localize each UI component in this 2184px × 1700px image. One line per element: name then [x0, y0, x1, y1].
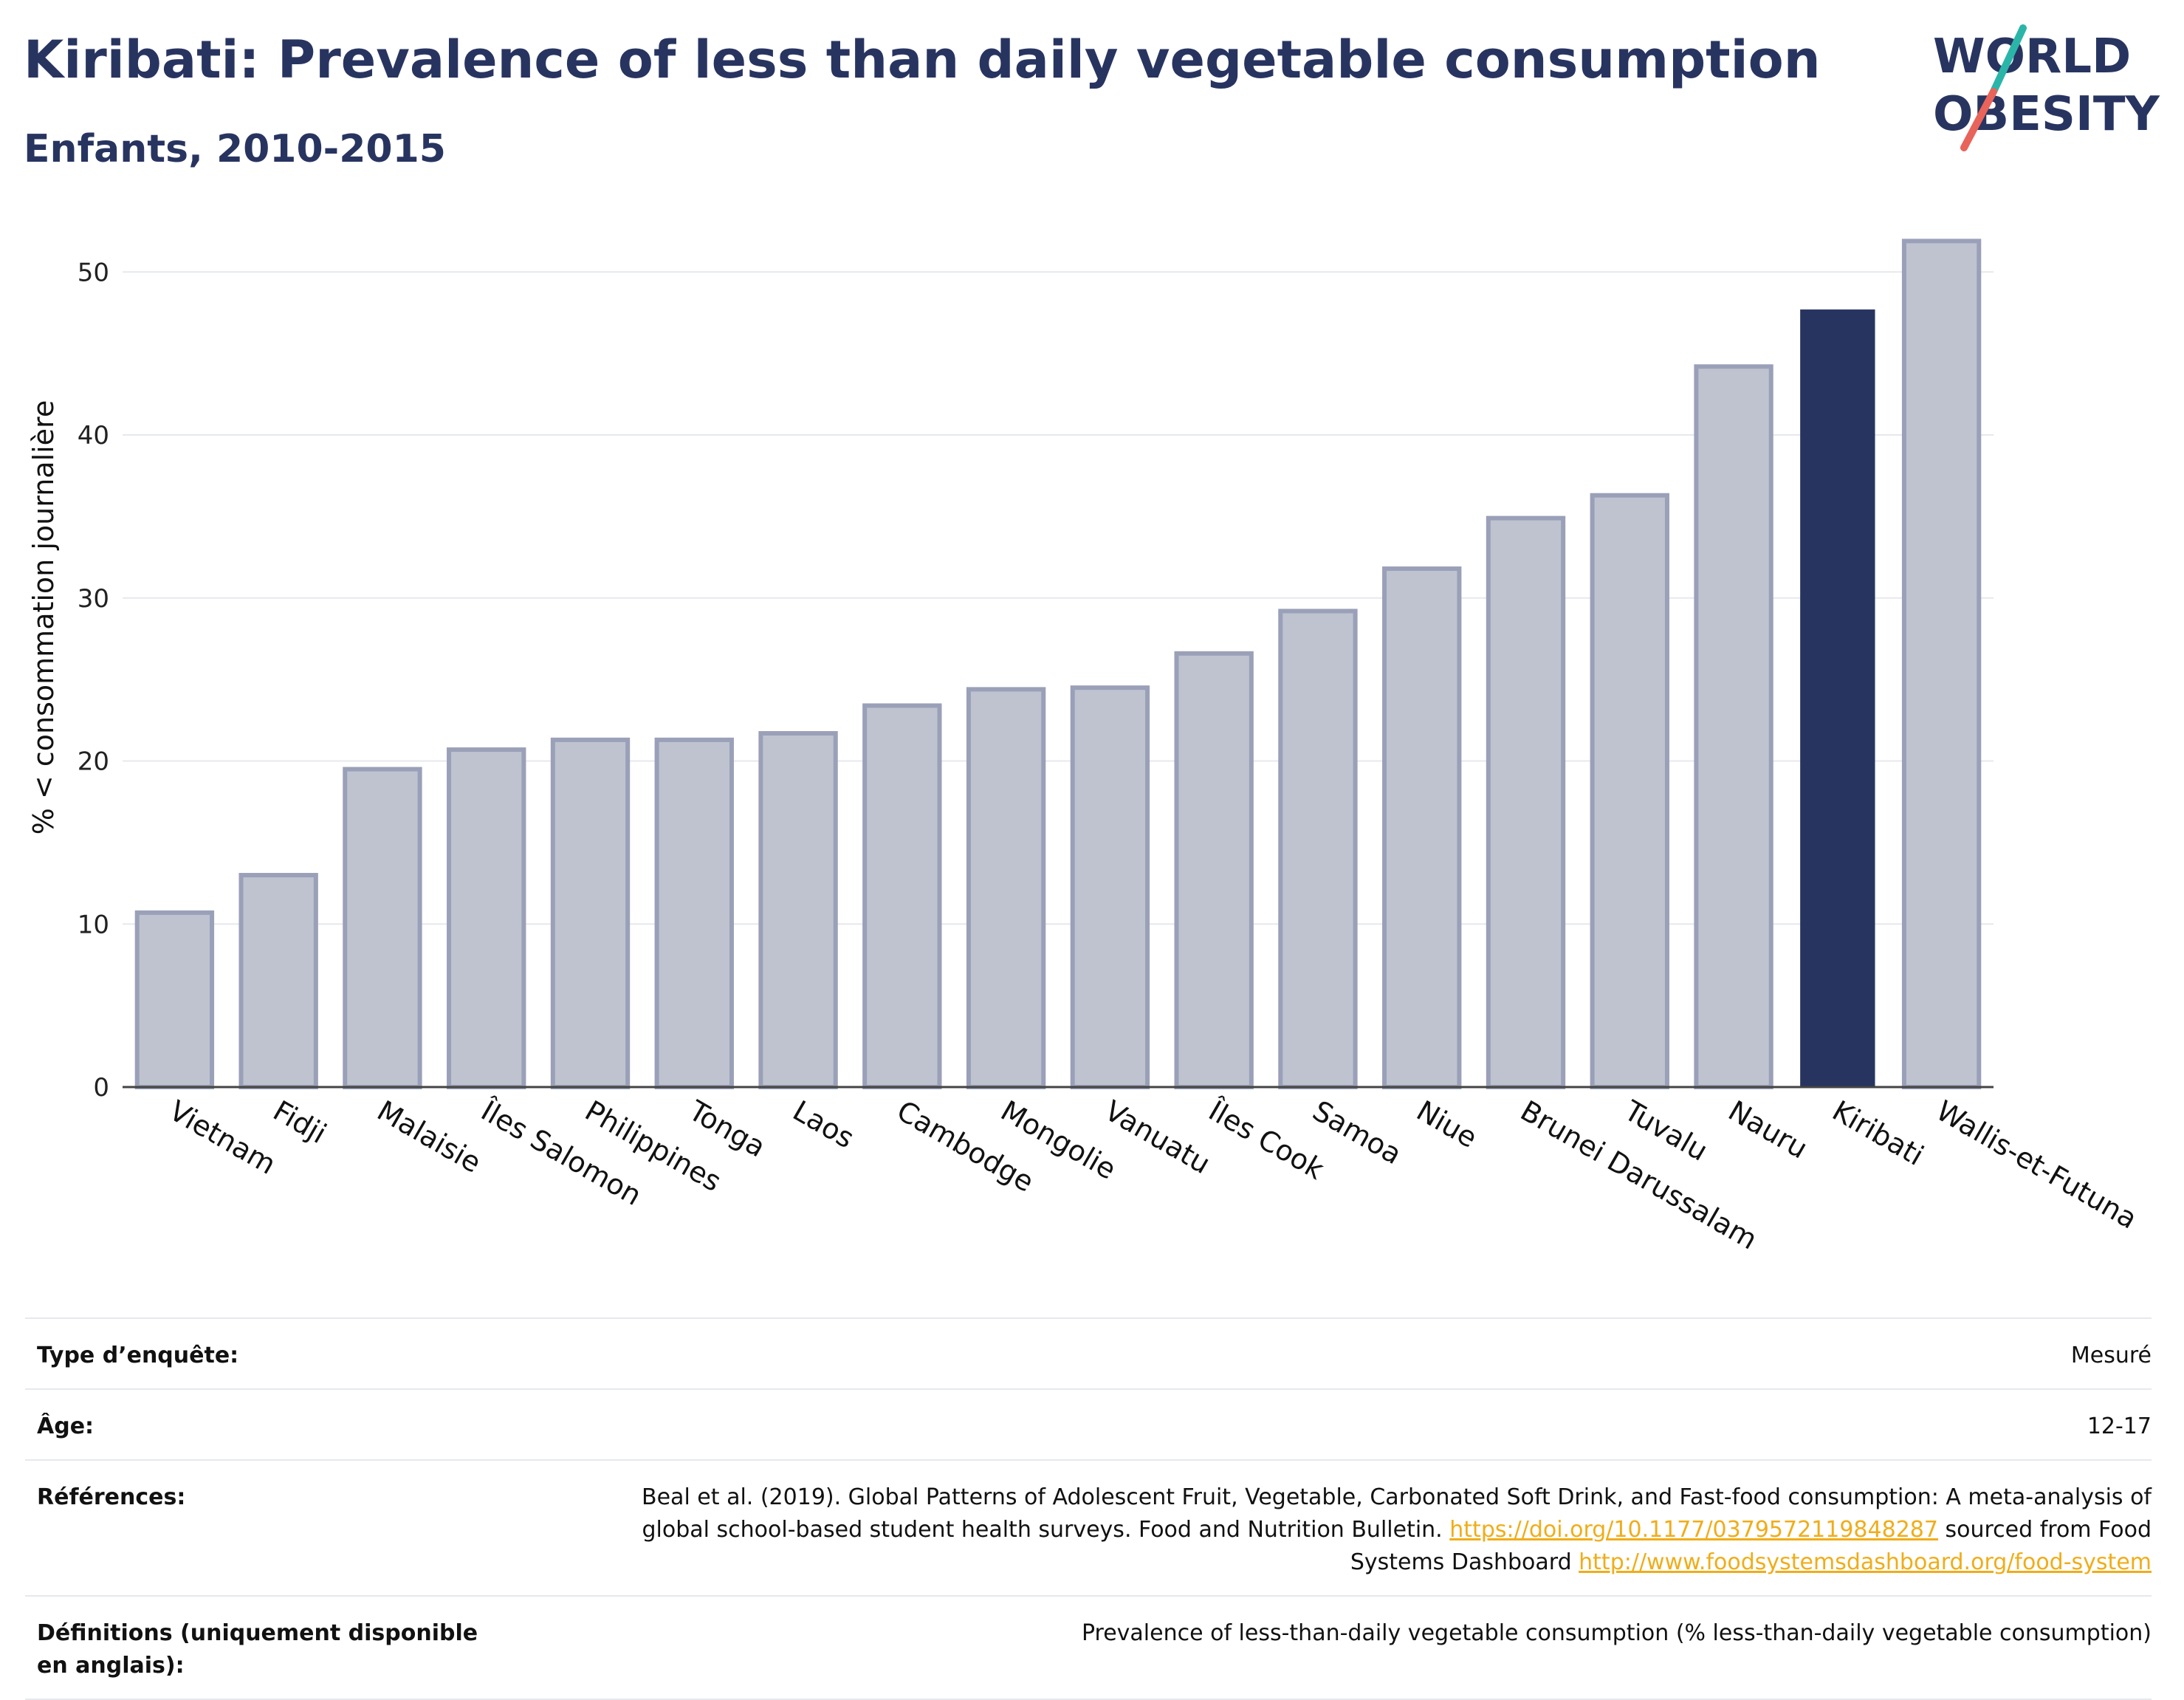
y-axis-title: % < consommation journalière	[27, 400, 60, 834]
references-label: Références:	[37, 1484, 186, 1510]
x-tick-label: Vietnam	[164, 1094, 281, 1181]
x-tick-label: Vanuatu	[1099, 1094, 1216, 1180]
references-value: Beal et al. (2019). Global Patterns of A…	[509, 1481, 2152, 1579]
x-tick-label: Malaisie	[371, 1094, 487, 1179]
bars	[134, 239, 1982, 1090]
food-systems-dashboard-link[interactable]: http://www.foodsystemsdashboard.org/food…	[1579, 1549, 2152, 1575]
bar-laos	[758, 730, 838, 1090]
bar-cambodge	[862, 703, 942, 1089]
bar-mongolie	[966, 687, 1046, 1089]
y-tick-label: 10	[78, 910, 109, 939]
chart-title: Kiribati: Prevalence of less than daily …	[24, 30, 1821, 90]
bar-niue	[1382, 566, 1462, 1089]
info-row-definitions: Définitions (uniquement disponible en an…	[25, 1595, 2152, 1700]
bar-wallis-et-futuna	[1901, 239, 1982, 1089]
bar-tuvalu	[1590, 493, 1669, 1089]
y-tick-label: 40	[78, 421, 109, 450]
bar-fidji	[238, 873, 318, 1089]
references-source-text: sourced from Food Systems Dashboard	[1350, 1517, 2152, 1575]
logo-slash-teal	[1990, 24, 2027, 95]
info-row-age: Âge: 12-17	[25, 1388, 2152, 1459]
survey-type-label: Type d’enquête:	[37, 1343, 239, 1368]
y-tick-label: 20	[78, 747, 109, 777]
y-tick-label: 0	[93, 1073, 109, 1103]
age-value: 12-17	[2087, 1413, 2152, 1439]
x-tick-label: Wallis-et-Futuna	[1931, 1094, 2143, 1235]
x-tick-label: Fidji	[268, 1094, 332, 1151]
x-tick-label: Kiribati	[1827, 1094, 1929, 1172]
bar--les-salomon	[447, 747, 526, 1089]
bar-vanuatu	[1070, 685, 1150, 1089]
references-text: Beal et al. (2019). Global Patterns of A…	[642, 1484, 2152, 1543]
y-tick-label: 30	[78, 584, 109, 614]
bar-tonga	[654, 737, 734, 1089]
world-obesity-logo: WORLD OBESITY	[1933, 24, 2160, 151]
bar-kiribati	[1800, 309, 1875, 1088]
bar-vietnam	[134, 910, 215, 1089]
logo-text-world: WORLD	[1933, 30, 2131, 84]
logo-slash-coral	[1960, 88, 1997, 151]
bar-nauru	[1694, 364, 1773, 1089]
definitions-label: Définitions (uniquement disponible en an…	[37, 1620, 478, 1679]
bar-malaisie	[343, 767, 422, 1089]
bar--les-cook	[1174, 651, 1254, 1089]
bar-samoa	[1278, 609, 1358, 1089]
x-tick-label: Niue	[1411, 1094, 1483, 1154]
x-tick-label: Nauru	[1723, 1094, 1813, 1165]
x-tick-label: Îles Cook	[1203, 1094, 1330, 1186]
bar-philippines	[550, 737, 631, 1089]
info-row-survey-type: Type d’enquête: Mesuré	[25, 1317, 2152, 1388]
doi-link[interactable]: https://doi.org/10.1177/0379572119848287	[1449, 1517, 1938, 1543]
bar-brunei-darussalam	[1486, 515, 1566, 1089]
survey-type-value: Mesuré	[2070, 1343, 2152, 1368]
info-row-references: Références: Beal et al. (2019). Global P…	[25, 1459, 2152, 1595]
info-table: Type d’enquête: Mesuré Âge: 12-17 Référe…	[25, 1317, 2152, 1700]
age-label: Âge:	[37, 1413, 95, 1439]
y-tick-label: 50	[78, 258, 109, 287]
chart-subtitle: Enfants, 2010-2015	[24, 127, 446, 171]
definitions-value: Prevalence of less-than-daily vegetable …	[1081, 1620, 2152, 1646]
x-tick-label: Laos	[788, 1094, 860, 1155]
grid-lines	[123, 271, 1994, 925]
